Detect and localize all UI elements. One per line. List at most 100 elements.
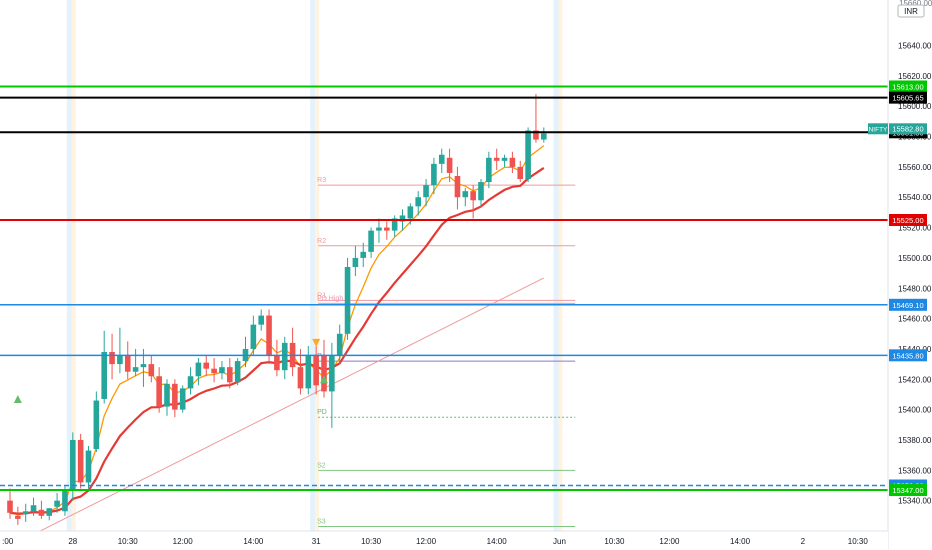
candle-36[interactable]	[289, 327, 296, 377]
candle-64[interactable]	[509, 151, 516, 173]
candle-0[interactable]	[7, 488, 13, 519]
time-axis[interactable]: :00 28 10:30 12:00 14:00 31 10:30 12:00 14:00 Jun…	[0, 530, 888, 550]
candle-39[interactable]	[313, 345, 319, 395]
candle-26[interactable]	[211, 358, 217, 383]
candle-43[interactable]	[344, 257, 351, 340]
candle-25[interactable]	[203, 355, 210, 377]
candle-58[interactable]	[462, 188, 469, 207]
candle-57[interactable]	[454, 166, 461, 210]
candle-22[interactable]	[179, 385, 186, 413]
candle-47[interactable]	[376, 218, 382, 243]
candle-15[interactable]	[124, 341, 131, 380]
candle-55[interactable]	[438, 148, 445, 173]
candle-11[interactable]	[93, 391, 100, 453]
candle-51[interactable]	[407, 203, 414, 225]
horizontal-levels[interactable]	[0, 85, 888, 492]
candle-14[interactable]	[117, 327, 123, 374]
candle-body	[493, 157, 500, 161]
candle-35[interactable]	[281, 336, 288, 380]
candle-4[interactable]	[38, 500, 45, 519]
candle-body	[423, 185, 429, 198]
level-label-0: 15613.00	[892, 82, 923, 91]
session-band-1	[310, 0, 316, 531]
candle-63[interactable]	[501, 154, 508, 167]
candle-19[interactable]	[156, 367, 162, 413]
candle-40[interactable]	[321, 339, 327, 398]
candle-41[interactable]	[329, 342, 335, 428]
candle-16[interactable]	[132, 348, 139, 377]
candle-body	[541, 133, 547, 140]
candle-body	[329, 355, 335, 392]
candle-61[interactable]	[486, 151, 492, 189]
time-axis-bg	[0, 531, 888, 550]
time-tick: 31	[312, 537, 321, 546]
candle-38[interactable]	[305, 345, 312, 395]
candle-28[interactable]	[227, 358, 233, 389]
candle-2[interactable]	[22, 503, 29, 522]
price-tick: 15400.00	[898, 406, 932, 415]
candle-27[interactable]	[219, 361, 225, 380]
candle-body	[46, 508, 53, 516]
pivot-label-4: P	[317, 353, 322, 360]
candle-body	[179, 388, 186, 410]
candle-46[interactable]	[368, 227, 374, 258]
candle-body	[101, 351, 107, 400]
candle-10[interactable]	[85, 446, 92, 489]
candle-body	[501, 157, 508, 161]
currency-badge[interactable]	[897, 4, 925, 18]
candle-42[interactable]	[336, 324, 343, 365]
candle-49[interactable]	[391, 215, 398, 237]
candle-48[interactable]	[384, 221, 390, 240]
candle-30[interactable]	[242, 336, 249, 368]
candle-3[interactable]	[30, 497, 37, 516]
candle-6[interactable]	[54, 493, 60, 513]
candle-60[interactable]	[478, 179, 484, 207]
candle-68[interactable]	[541, 127, 547, 143]
candle-12[interactable]	[101, 330, 107, 404]
time-tick: 10:30	[604, 537, 625, 546]
candles[interactable]	[7, 94, 547, 525]
buy-signal-icon	[320, 375, 328, 384]
time-tick: 12:00	[659, 537, 680, 546]
candle-13[interactable]	[109, 333, 115, 380]
price-tick: 15540.00	[898, 193, 932, 202]
candle-53[interactable]	[423, 179, 429, 207]
candle-body	[15, 515, 21, 519]
candle-body	[321, 355, 327, 392]
candle-body	[132, 367, 139, 372]
symbol-label: NIFTY	[869, 126, 888, 133]
candle-59[interactable]	[470, 185, 476, 219]
time-tick: 2	[801, 537, 806, 546]
candle-45[interactable]	[360, 242, 367, 268]
candle-66[interactable]	[525, 127, 531, 183]
time-tick: 10:30	[118, 537, 139, 546]
candle-37[interactable]	[297, 348, 304, 395]
candle-body	[7, 500, 13, 513]
candle-1[interactable]	[15, 506, 21, 525]
candle-67[interactable]	[533, 94, 539, 143]
candle-56[interactable]	[446, 148, 453, 183]
candle-62[interactable]	[493, 148, 500, 170]
candle-34[interactable]	[274, 339, 280, 377]
candle-32[interactable]	[258, 309, 264, 331]
ma-slow-line	[9, 277, 545, 547]
candle-31[interactable]	[250, 315, 257, 356]
candle-23[interactable]	[187, 367, 194, 395]
candle-44[interactable]	[352, 245, 359, 277]
candle-21[interactable]	[172, 379, 178, 418]
candle-65[interactable]	[517, 160, 524, 183]
candle-9[interactable]	[77, 433, 84, 489]
candle-5[interactable]	[46, 508, 53, 521]
candle-54[interactable]	[431, 157, 437, 195]
price-axis[interactable]: 15640.0015620.0015600.0015580.0015560.00…	[868, 0, 932, 550]
candle-24[interactable]	[195, 358, 202, 386]
candle-29[interactable]	[234, 358, 241, 386]
candle-20[interactable]	[164, 379, 170, 416]
candle-52[interactable]	[415, 191, 421, 216]
time-tick: 14:00	[243, 537, 264, 546]
candle-body	[360, 251, 367, 258]
candle-body	[352, 257, 359, 268]
pivot-label-0: R3	[317, 177, 326, 184]
candle-18[interactable]	[148, 355, 155, 383]
